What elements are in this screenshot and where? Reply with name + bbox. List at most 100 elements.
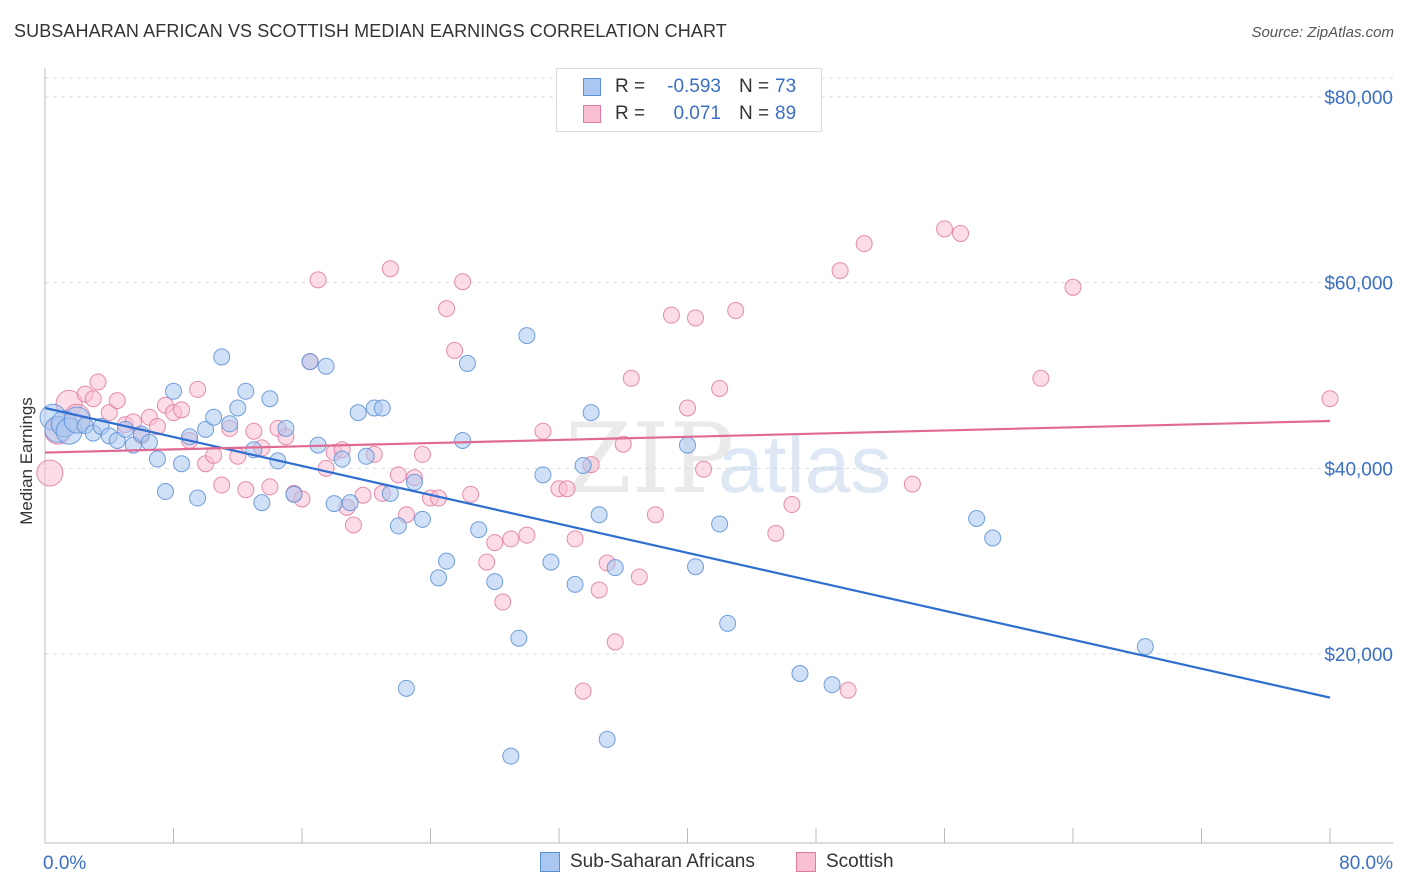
data-point (325, 495, 343, 513)
trend-line (44, 406, 1331, 699)
data-point (574, 682, 592, 700)
data-point (679, 436, 696, 454)
source-label: Source: ZipAtlas.com (1251, 24, 1394, 41)
data-point (189, 489, 207, 507)
data-point (1321, 390, 1339, 408)
legend-row-african: R = -0.593 N = 73 (557, 74, 796, 100)
data-point (253, 494, 271, 512)
data-point (205, 408, 223, 426)
data-point (458, 354, 476, 372)
data-point (438, 552, 456, 570)
data-point (261, 478, 279, 496)
data-point (494, 593, 512, 611)
x-tick-label: 80.0% (1339, 853, 1393, 874)
data-point (502, 747, 520, 765)
data-point (221, 415, 239, 433)
series-sub-saharan-africans (39, 327, 1154, 765)
data-point (405, 473, 423, 491)
data-point (566, 530, 584, 548)
y-tick-label: $40,000 (1324, 459, 1393, 480)
data-point (831, 262, 849, 280)
data-point (446, 341, 464, 359)
data-point (237, 481, 255, 499)
data-point (903, 475, 921, 493)
watermark: ZIP atlas (565, 403, 891, 515)
data-point (590, 506, 608, 524)
legend-n-value: 73 (775, 76, 797, 97)
data-point (791, 664, 809, 682)
data-point (373, 399, 391, 417)
data-point (245, 422, 263, 440)
data-point (687, 558, 705, 576)
data-point (454, 273, 472, 291)
bottom-legend-scottish[interactable]: Scottish (796, 851, 894, 873)
data-point (952, 224, 970, 242)
legend-n-label: N = (739, 103, 770, 124)
bottom-legend-swatch-scottish (796, 852, 816, 872)
data-point (333, 450, 351, 468)
data-point (518, 526, 536, 544)
data-point (381, 260, 399, 278)
y-axis-label: Median Earnings (17, 397, 36, 525)
data-point (148, 418, 166, 436)
bottom-legend-label-african: Sub-Saharan Africans (570, 851, 755, 872)
data-point (261, 390, 279, 408)
data-point (566, 575, 584, 593)
data-point (1136, 638, 1154, 656)
trend-line (44, 419, 1331, 454)
data-point (341, 494, 359, 512)
data-point (317, 459, 335, 477)
data-point (510, 629, 528, 647)
data-point (486, 573, 504, 591)
bottom-legend-african[interactable]: Sub-Saharan Africans (540, 851, 755, 873)
data-point (711, 379, 729, 397)
data-point (839, 681, 857, 699)
data-point (1064, 278, 1082, 296)
data-point (100, 404, 118, 422)
data-point (783, 496, 801, 514)
data-point (518, 327, 536, 345)
data-point (165, 382, 182, 400)
bottom-legend-swatch-african (540, 852, 560, 872)
data-point (389, 517, 407, 535)
data-point (173, 455, 191, 473)
y-tick-label: $20,000 (1324, 645, 1393, 666)
data-point (582, 404, 600, 422)
bottom-legend-label-scottish: Scottish (826, 851, 894, 872)
data-point (213, 348, 231, 366)
y-tick-label: $80,000 (1324, 88, 1393, 109)
data-point (855, 235, 873, 253)
data-point (534, 422, 552, 440)
data-point (968, 509, 986, 527)
data-point (695, 460, 713, 478)
data-point (89, 373, 107, 391)
legend-r-value: 0.071 (673, 103, 721, 124)
data-point (349, 404, 367, 422)
data-point (823, 676, 841, 694)
legend-n-label: N = (739, 76, 770, 97)
legend-r-label: R = (615, 76, 646, 97)
data-point (84, 390, 102, 408)
data-point (301, 353, 319, 371)
axes (44, 68, 1393, 844)
data-point (502, 530, 520, 548)
chart-title: SUBSAHARAN AFRICAN VS SCOTTISH MEDIAN EA… (14, 21, 727, 41)
data-point (470, 521, 488, 539)
legend-r-label: R = (615, 103, 646, 124)
legend-swatch-scottish (583, 105, 601, 123)
data-point (478, 553, 496, 571)
data-point (598, 730, 616, 748)
data-point (767, 524, 785, 542)
data-point (606, 559, 624, 577)
data-point (486, 534, 504, 552)
trend-lines (44, 406, 1331, 699)
legend-n-value: 89 (775, 103, 797, 124)
data-point (36, 459, 64, 487)
data-point (606, 633, 624, 651)
data-point (438, 300, 456, 318)
data-point (936, 220, 953, 238)
data-point (590, 581, 608, 599)
data-point (630, 568, 648, 586)
y-tick-label: $60,000 (1324, 274, 1393, 295)
